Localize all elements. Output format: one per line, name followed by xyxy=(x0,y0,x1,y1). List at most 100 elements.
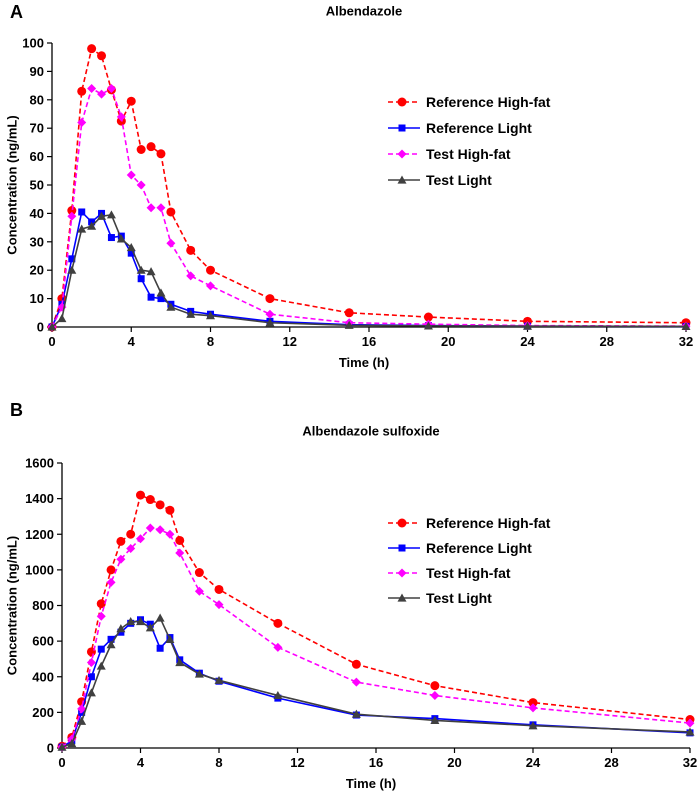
data-point xyxy=(156,644,164,652)
data-point xyxy=(116,554,126,564)
data-point xyxy=(147,293,155,301)
data-point xyxy=(136,180,146,190)
legend-marker xyxy=(398,124,406,132)
legend-marker xyxy=(397,593,407,602)
series-line xyxy=(51,210,687,328)
panel-label: B xyxy=(10,400,23,420)
data-point xyxy=(127,249,135,257)
data-point xyxy=(126,170,136,180)
data-point xyxy=(67,265,77,274)
data-point xyxy=(165,529,175,539)
series-test-light xyxy=(47,210,691,331)
y-axis-title: Concentration (ng/mL) xyxy=(5,115,20,254)
data-point xyxy=(87,83,97,93)
data-point xyxy=(194,669,204,678)
legend-label: Reference Light xyxy=(426,540,532,556)
data-point xyxy=(528,703,538,713)
data-point xyxy=(116,234,126,243)
data-point xyxy=(87,221,97,230)
data-point xyxy=(57,742,67,751)
x-tick-label: 24 xyxy=(520,334,535,349)
series-test-light xyxy=(57,613,695,751)
data-point xyxy=(265,294,275,304)
series-line xyxy=(61,618,691,748)
data-point xyxy=(77,704,87,714)
data-point xyxy=(145,523,155,533)
y-tick-label: 0 xyxy=(47,741,54,756)
series-reference-high-fat xyxy=(47,44,691,332)
x-tick-label: 8 xyxy=(207,334,214,349)
chart-panel-a: A Albendazole 0 10 20 30 40 50 60 70 80 90 100 0 4 8 12 1… xyxy=(5,2,694,370)
data-point xyxy=(126,96,136,106)
legend-marker xyxy=(397,149,407,159)
data-point xyxy=(430,681,440,691)
data-point xyxy=(166,207,176,217)
data-point xyxy=(156,288,166,297)
data-point xyxy=(67,211,77,221)
y-tick-label: 600 xyxy=(32,634,54,649)
data-point xyxy=(157,295,165,303)
series-line xyxy=(61,493,691,747)
data-point xyxy=(107,234,115,242)
y-tick-label: 60 xyxy=(30,149,44,164)
y-tick-label: 50 xyxy=(30,178,44,193)
data-point xyxy=(107,635,115,643)
data-point xyxy=(265,309,275,319)
data-point xyxy=(265,318,275,327)
data-point xyxy=(423,321,433,330)
data-point xyxy=(214,675,224,684)
data-point xyxy=(47,322,57,331)
x-tick-label: 4 xyxy=(137,755,145,770)
data-point xyxy=(206,265,215,275)
data-point xyxy=(273,690,283,700)
y-tick-label: 1200 xyxy=(25,527,54,542)
data-point xyxy=(206,281,215,291)
legend-marker xyxy=(397,518,407,528)
data-point xyxy=(77,224,87,233)
y-tick-label: 80 xyxy=(30,92,44,107)
y-tick-label: 400 xyxy=(32,669,54,684)
y-tick-label: 30 xyxy=(30,234,44,249)
data-point xyxy=(523,321,532,330)
data-point xyxy=(273,618,283,628)
legend-label: Reference Light xyxy=(426,120,532,136)
data-point xyxy=(106,577,116,587)
data-point xyxy=(106,83,116,93)
x-tick-label: 28 xyxy=(604,755,618,770)
data-point xyxy=(97,51,107,61)
x-tick-label: 32 xyxy=(679,334,693,349)
data-point xyxy=(351,659,361,669)
data-point xyxy=(116,112,126,122)
data-point xyxy=(86,658,96,667)
x-tick-label: 4 xyxy=(128,334,136,349)
data-point xyxy=(145,623,155,632)
y-tick-label: 1600 xyxy=(25,456,54,471)
data-point xyxy=(136,265,146,274)
data-point xyxy=(685,727,695,736)
x-tick-label: 20 xyxy=(441,334,455,349)
data-point xyxy=(423,312,433,322)
data-point xyxy=(57,313,67,323)
data-point xyxy=(681,321,691,331)
y-axis-title: Concentration (ng/mL) xyxy=(5,536,20,675)
legend-label: Test High-fat xyxy=(426,146,511,162)
legend-marker xyxy=(397,175,407,184)
x-tick-label: 8 xyxy=(215,755,222,770)
x-tick-label: 0 xyxy=(48,334,55,349)
data-point xyxy=(136,145,146,154)
data-point xyxy=(166,238,176,248)
data-point xyxy=(97,89,107,99)
data-point xyxy=(273,642,283,652)
data-point xyxy=(685,718,695,728)
data-point xyxy=(136,490,145,500)
x-tick-label: 16 xyxy=(362,334,376,349)
data-point xyxy=(68,255,76,263)
data-point xyxy=(78,208,86,216)
data-point xyxy=(96,611,106,621)
data-point xyxy=(87,44,97,54)
data-point xyxy=(156,149,166,159)
legend-marker xyxy=(397,568,407,578)
data-point xyxy=(351,677,361,687)
y-tick-label: 90 xyxy=(30,64,44,79)
